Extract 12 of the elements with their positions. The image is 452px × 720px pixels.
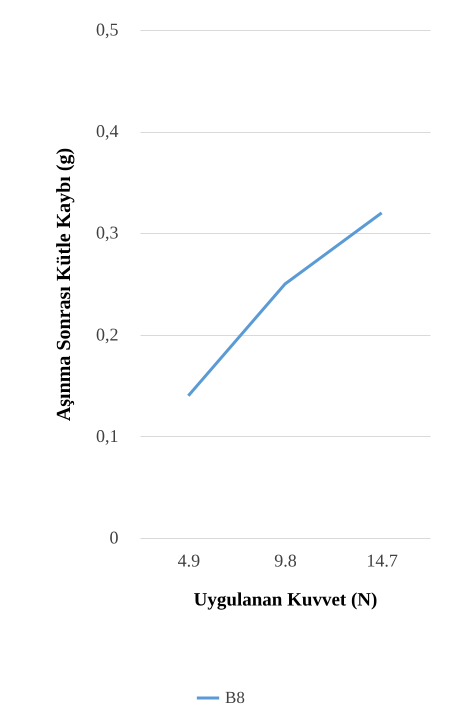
y-tick-label: 0,3 bbox=[96, 222, 118, 243]
y-tick-label: 0,2 bbox=[96, 324, 118, 344]
x-tick-label: 14.7 bbox=[366, 550, 398, 570]
legend-label: B8 bbox=[225, 688, 245, 707]
x-tick-label: 9.8 bbox=[274, 550, 297, 570]
y-axis-title: Aşınma Sonrası Kütle Kaybı (g) bbox=[53, 148, 75, 422]
x-axis-title: Uygulanan Kuvvet (N) bbox=[194, 590, 378, 610]
y-tick-label: 0,5 bbox=[96, 20, 118, 40]
y-tick-label: 0,4 bbox=[96, 121, 118, 142]
y-tick-label: 0,1 bbox=[96, 426, 118, 446]
y-tick-label: 0 bbox=[110, 528, 118, 548]
x-tick-label: 4.9 bbox=[178, 550, 200, 570]
